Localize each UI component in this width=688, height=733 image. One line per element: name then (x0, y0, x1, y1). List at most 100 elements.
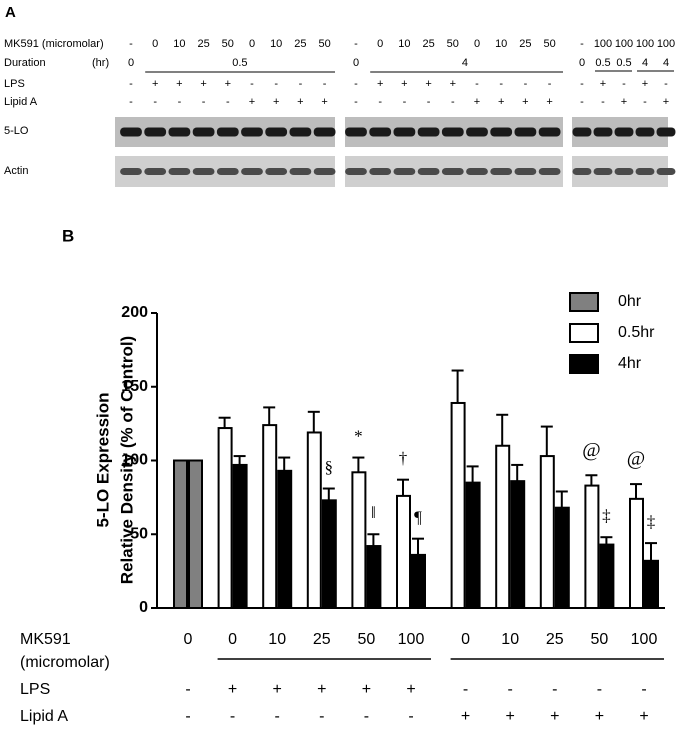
mk591-dose: 0 (249, 38, 255, 50)
mk591-dose: 10 (270, 38, 282, 50)
row-sign: + (317, 681, 326, 698)
row-label: LPS (4, 78, 25, 90)
mk591-dose: 100 (615, 38, 633, 50)
blot-band (538, 168, 561, 175)
bar (173, 459, 188, 609)
x-label: (micromolar) (20, 654, 110, 671)
mk591-dose: 25 (519, 38, 531, 50)
blot-band (241, 127, 263, 137)
row-sign: + (639, 708, 648, 725)
lipid-a-sign: + (546, 96, 552, 108)
mk591-dose: 25 (197, 38, 209, 50)
row-sign: - (364, 708, 369, 725)
legend-swatch (569, 323, 599, 343)
blot-band (635, 127, 655, 137)
blot-band (393, 127, 416, 137)
duration: 0 (579, 57, 585, 69)
bar (554, 506, 570, 610)
blot-band (144, 168, 167, 175)
x-tick-label: 10 (268, 631, 286, 648)
lipid-a-sign: - (226, 96, 230, 108)
lipid-a-sign: - (643, 96, 647, 108)
x-tick-label: 50 (591, 631, 609, 648)
lps-sign: - (274, 78, 278, 90)
blot-band (393, 168, 416, 175)
mk591-dose: 0 (377, 38, 383, 50)
x-tick-label: 0 (461, 631, 470, 648)
mk591-dose: 100 (636, 38, 654, 50)
mk591-dose: 25 (422, 38, 434, 50)
mk591-dose: 50 (543, 38, 555, 50)
blot-band (313, 168, 336, 175)
lipid-a-sign: + (498, 96, 504, 108)
bar (644, 559, 659, 609)
panel-a: MK591 (micromolar) Duration (hr) LPS Lip… (4, 38, 676, 187)
mk591-dose: 10 (398, 38, 410, 50)
blot-band (192, 168, 215, 175)
bar (217, 427, 233, 609)
row-label: 5-LO (4, 125, 29, 137)
bar (366, 545, 382, 609)
blot-band (417, 168, 440, 175)
blot-band (216, 168, 239, 175)
mk591-dose: - (580, 38, 584, 50)
bar (306, 431, 322, 609)
row-label: (hr) (92, 57, 109, 69)
lipid-a-sign: - (451, 96, 455, 108)
blot-band (289, 127, 312, 137)
mk591-dose: 0 (152, 38, 158, 50)
row-sign: - (508, 681, 513, 698)
blot-band (417, 127, 440, 137)
blot-band (514, 127, 537, 137)
row-sign: - (275, 708, 280, 725)
significance-mark: @ (627, 448, 645, 470)
lipid-a-sign: - (378, 96, 382, 108)
blot-band (168, 127, 191, 137)
x-tick-label: 25 (546, 631, 564, 648)
duration: 0.5 (616, 57, 631, 69)
blot-band (466, 127, 488, 137)
lps-sign: + (425, 78, 431, 90)
lipid-a-sign: + (522, 96, 528, 108)
significance-mark: ¶ (414, 508, 422, 527)
blot-band (514, 168, 537, 175)
lipid-a-sign: + (663, 96, 669, 108)
y-axis-label: 5-LO Expression (93, 392, 112, 527)
bar (321, 499, 337, 610)
lipid-a-sign: - (427, 96, 431, 108)
blot-band (466, 168, 488, 175)
blot-band (369, 168, 392, 175)
legend-label: 0.5hr (618, 324, 655, 341)
lps-sign: + (600, 78, 606, 90)
lps-sign: - (323, 78, 327, 90)
significance-mark: § (325, 457, 334, 476)
row-label: Lipid A (20, 708, 68, 725)
lipid-a-sign: - (178, 96, 182, 108)
blot-band (656, 168, 676, 175)
mk591-dose: 100 (594, 38, 612, 50)
row-sign: + (550, 708, 559, 725)
y-tick-label: 150 (121, 378, 148, 395)
duration: 4 (462, 57, 468, 69)
x-tick-label: 25 (313, 631, 331, 648)
lps-sign: - (475, 78, 479, 90)
lps-sign: + (176, 78, 182, 90)
blot-band (441, 127, 464, 137)
row-sign: - (230, 708, 235, 725)
row-sign: - (552, 681, 557, 698)
row-sign: + (506, 708, 515, 725)
significance-mark: ‖ (371, 503, 376, 522)
bar (629, 497, 644, 610)
lipid-a-sign: - (403, 96, 407, 108)
blot-band (345, 127, 367, 137)
blot-band (614, 127, 634, 137)
blot-band (614, 168, 634, 175)
panel-label: A (5, 4, 16, 21)
lps-sign: - (664, 78, 668, 90)
bar (510, 480, 526, 609)
bar (584, 484, 600, 610)
blot-band (490, 168, 513, 175)
legend-label: 4hr (618, 355, 642, 372)
bar (539, 455, 555, 610)
lipid-a-sign: + (621, 96, 627, 108)
